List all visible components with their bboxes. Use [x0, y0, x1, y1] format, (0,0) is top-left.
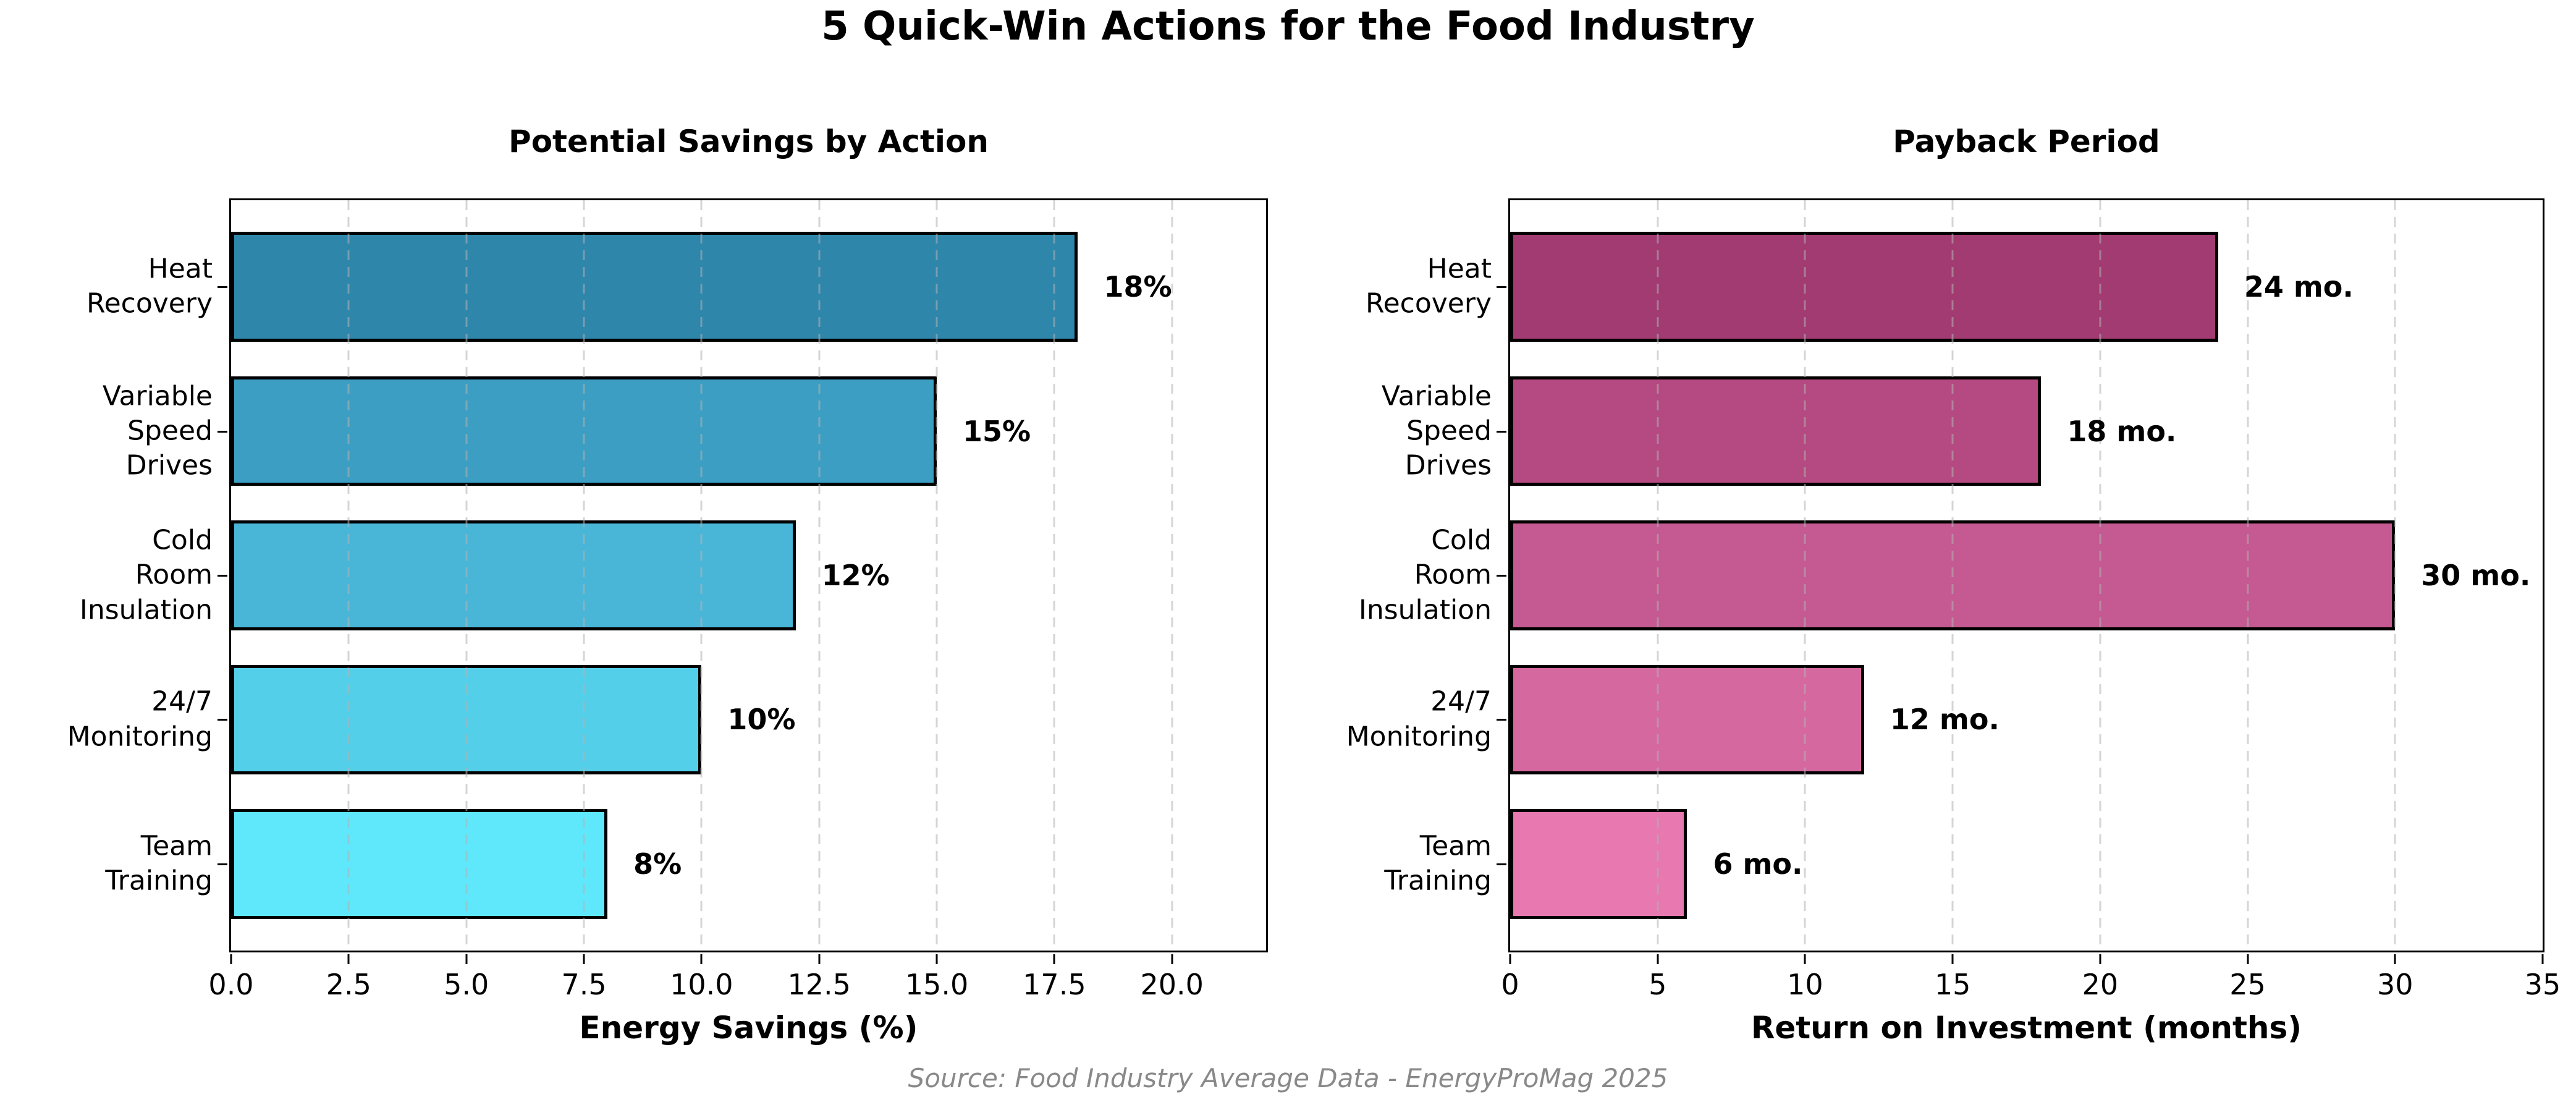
y-tick — [217, 575, 227, 577]
category-label: Heat Recovery — [1365, 253, 1492, 320]
x-tick-label: 5 — [1649, 968, 1667, 1001]
bar — [231, 232, 1078, 342]
x-tick — [818, 954, 821, 964]
bar-value-label: 10% — [727, 703, 796, 737]
gridline — [2247, 200, 2249, 951]
x-tick — [465, 954, 468, 964]
payback-x-axis-label: Return on Investment (months) — [1750, 1010, 2302, 1046]
category-label: Cold Room Insulation — [1358, 524, 1492, 626]
y-tick — [1497, 286, 1506, 289]
x-tick — [230, 954, 232, 964]
x-tick-label: 10.0 — [670, 968, 733, 1001]
category-label: Variable Speed Drives — [102, 380, 213, 481]
x-tick-label: 35 — [2524, 968, 2561, 1001]
y-tick — [1497, 430, 1506, 433]
bar — [1510, 232, 2218, 342]
x-tick-label: 0 — [1501, 968, 1519, 1001]
category-label: Cold Room Insulation — [79, 524, 213, 626]
gridline — [465, 200, 468, 951]
y-tick — [1497, 863, 1506, 865]
bar — [1510, 376, 2042, 486]
x-tick-label: 2.5 — [326, 968, 371, 1001]
y-tick — [217, 430, 227, 433]
y-tick — [217, 719, 227, 721]
x-tick — [1053, 954, 1055, 964]
savings-chart: Potential Savings by Action Energy Savin… — [67, 124, 1268, 1046]
gridline — [2099, 200, 2101, 951]
figure-title: 5 Quick-Win Actions for the Food Industr… — [821, 4, 1755, 49]
gridline — [700, 200, 703, 951]
x-tick — [2099, 954, 2101, 964]
gridline — [583, 200, 585, 951]
x-tick — [1171, 954, 1173, 964]
x-tick-label: 12.5 — [787, 968, 851, 1001]
x-tick-label: 7.5 — [561, 968, 607, 1001]
savings-chart-title: Potential Savings by Action — [509, 124, 989, 159]
category-label: Heat Recovery — [86, 253, 213, 320]
gridline — [1951, 200, 1954, 951]
bar-value-label: 18% — [1104, 270, 1172, 304]
x-tick-label: 20 — [2082, 968, 2119, 1001]
bar — [1510, 809, 1687, 919]
gridline — [2394, 200, 2396, 951]
category-label: Variable Speed Drives — [1381, 380, 1492, 481]
x-tick-label: 20.0 — [1140, 968, 1204, 1001]
gridline — [1053, 200, 1055, 951]
category-label: 24/7 Monitoring — [1346, 686, 1492, 753]
gridline — [1171, 200, 1173, 951]
gridline — [818, 200, 821, 951]
x-tick — [935, 954, 938, 964]
bar-value-label: 24 mo. — [2244, 270, 2354, 304]
x-tick-label: 30 — [2377, 968, 2413, 1001]
x-tick — [1509, 954, 1511, 964]
y-tick — [1497, 719, 1506, 721]
source-note: Source: Food Industry Average Data - Ene… — [908, 1063, 1668, 1093]
bar — [231, 520, 796, 630]
bar-value-label: 18 mo. — [2067, 414, 2177, 448]
y-tick — [217, 863, 227, 865]
gridline — [1657, 200, 1659, 951]
x-tick — [347, 954, 350, 964]
gridline — [935, 200, 938, 951]
payback-chart-title: Payback Period — [1893, 124, 2160, 159]
bar-value-label: 8% — [633, 847, 682, 881]
bar-value-label: 30 mo. — [2421, 559, 2531, 592]
x-tick — [2541, 954, 2544, 964]
bar — [1510, 664, 1864, 775]
payback-chart: Payback Period Return on Investment (mon… — [1346, 124, 2561, 1046]
x-tick-label: 0.0 — [208, 968, 254, 1001]
bar-value-label: 12 mo. — [1890, 703, 2000, 737]
bar-value-label: 6 mo. — [1713, 847, 1803, 881]
x-tick-label: 25 — [2229, 968, 2266, 1001]
x-tick — [583, 954, 585, 964]
y-tick — [1497, 575, 1506, 577]
x-tick — [2394, 954, 2396, 964]
gridline — [1804, 200, 1806, 951]
gridline — [347, 200, 350, 951]
x-tick-label: 17.5 — [1023, 968, 1086, 1001]
x-tick — [1804, 954, 1806, 964]
bar — [231, 809, 608, 919]
x-tick-label: 15.0 — [905, 968, 969, 1001]
x-tick-label: 10 — [1787, 968, 1823, 1001]
x-tick — [1951, 954, 1954, 964]
x-tick — [2247, 954, 2249, 964]
y-tick — [217, 286, 227, 289]
bar-value-label: 12% — [821, 559, 890, 592]
category-label: Team Training — [1384, 830, 1492, 897]
category-label: 24/7 Monitoring — [67, 686, 213, 753]
bar-value-label: 15% — [963, 414, 1031, 448]
x-tick — [1657, 954, 1659, 964]
x-tick — [700, 954, 703, 964]
category-label: Team Training — [105, 830, 213, 897]
x-tick-label: 15 — [1934, 968, 1971, 1001]
x-tick-label: 5.0 — [444, 968, 489, 1001]
savings-x-axis-label: Energy Savings (%) — [579, 1010, 918, 1046]
